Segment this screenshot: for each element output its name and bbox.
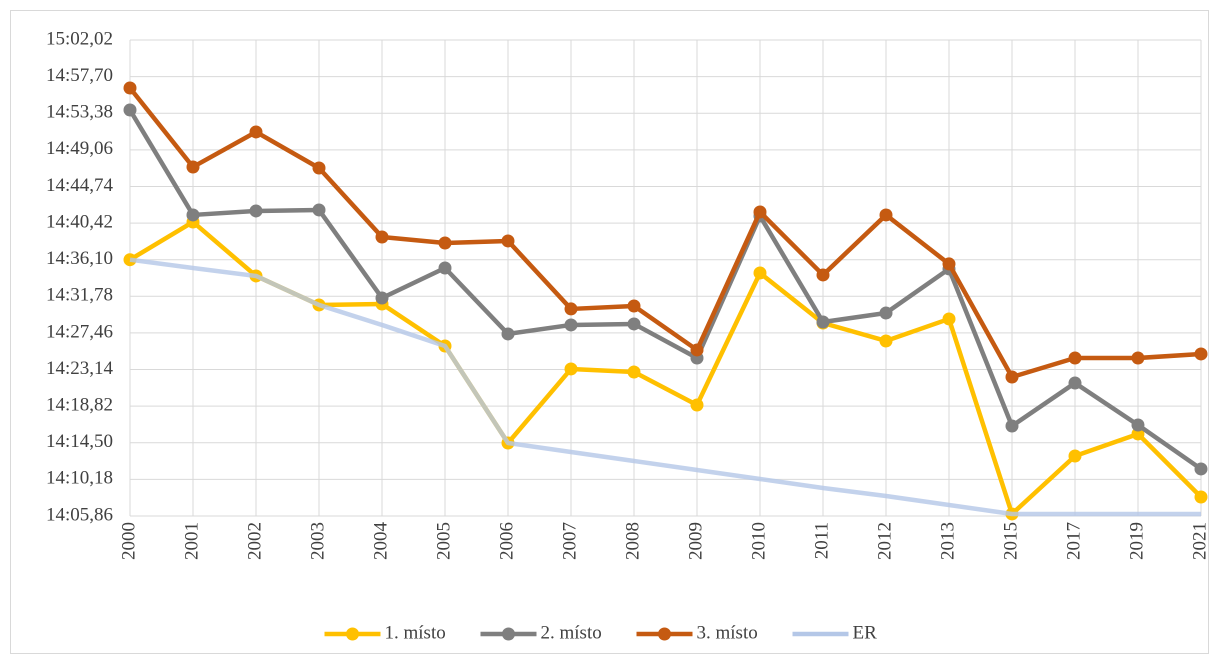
y-tick-label: 14:36,10 [46,248,113,269]
point [438,236,452,250]
point [816,315,830,329]
point [186,160,200,174]
x-tick-label: 2011 [811,522,832,559]
point [816,268,830,282]
point [879,208,893,222]
point [1005,419,1019,433]
point [690,343,704,357]
point [1194,347,1208,361]
series-line [128,108,1203,471]
x-tick-label: 2017 [1063,522,1084,560]
point [1131,418,1145,432]
point [627,317,641,331]
legend-marker [346,627,359,641]
y-tick-label: 14:53,38 [46,102,113,123]
point [1131,427,1145,441]
x-tick-label: 2002 [244,522,265,560]
point [753,266,767,280]
x-tick-label: 2009 [685,522,706,560]
x-tick-label: 2003 [307,522,328,560]
point [1068,351,1082,365]
legend-label: 3. místo [697,622,758,643]
point [186,208,200,222]
point [879,334,893,348]
point [627,299,641,313]
legend-label: 2. místo [541,622,602,643]
point [690,398,704,412]
y-tick-label: 14:05,86 [46,504,113,525]
legend-marker [658,627,671,641]
y-tick-label: 14:40,42 [46,211,113,232]
legend-label: ER [853,622,878,643]
point [564,302,578,316]
point [1194,490,1208,504]
point [1068,376,1082,390]
point [375,291,389,305]
y-tick-label: 14:27,46 [46,321,113,342]
x-tick-label: 2008 [622,522,643,560]
point [1131,351,1145,365]
x-tick-label: 2015 [1000,522,1021,560]
point [438,261,452,275]
series-line [128,86,1202,380]
legend-marker [502,627,515,641]
point [249,204,263,218]
y-tick-label: 14:10,18 [46,468,113,489]
x-tick-label: 2007 [559,522,580,560]
point [1194,462,1208,476]
x-tick-label: 2005 [433,522,454,560]
x-tick-label: 2004 [370,522,391,561]
point [1068,449,1082,463]
x-tick-label: 2000 [118,522,139,560]
legend-label: 1. místo [385,622,446,643]
x-tick-label: 2019 [1126,522,1147,560]
y-tick-label: 14:49,06 [46,138,113,159]
y-tick-label: 14:23,14 [46,358,114,379]
x-tick-label: 2013 [937,522,958,560]
y-tick-label: 14:57,70 [46,65,113,86]
point [1005,370,1019,384]
x-tick-label: 2021 [1189,522,1210,560]
chart-border [10,10,1209,654]
point [312,203,326,217]
point [375,230,389,244]
point [942,257,956,271]
series-line [129,257,1201,517]
point [564,362,578,376]
point [123,81,137,95]
point [753,205,767,219]
y-tick-label: 14:31,78 [46,285,113,306]
point [501,234,515,248]
x-tick-label: 2012 [874,522,895,560]
point [564,318,578,332]
x-tick-label: 2001 [181,522,202,560]
point [249,125,263,139]
point [879,306,893,320]
y-tick-label: 15:02,02 [46,28,113,49]
point [123,103,137,117]
x-tick-label: 2010 [748,522,769,560]
point [942,312,956,326]
y-tick-label: 14:44,74 [46,175,114,196]
point [501,327,515,341]
point [312,161,326,175]
y-tick-label: 14:14,50 [46,431,113,452]
point [627,365,641,379]
x-tick-label: 2006 [496,522,517,560]
y-tick-label: 14:18,82 [46,395,113,416]
